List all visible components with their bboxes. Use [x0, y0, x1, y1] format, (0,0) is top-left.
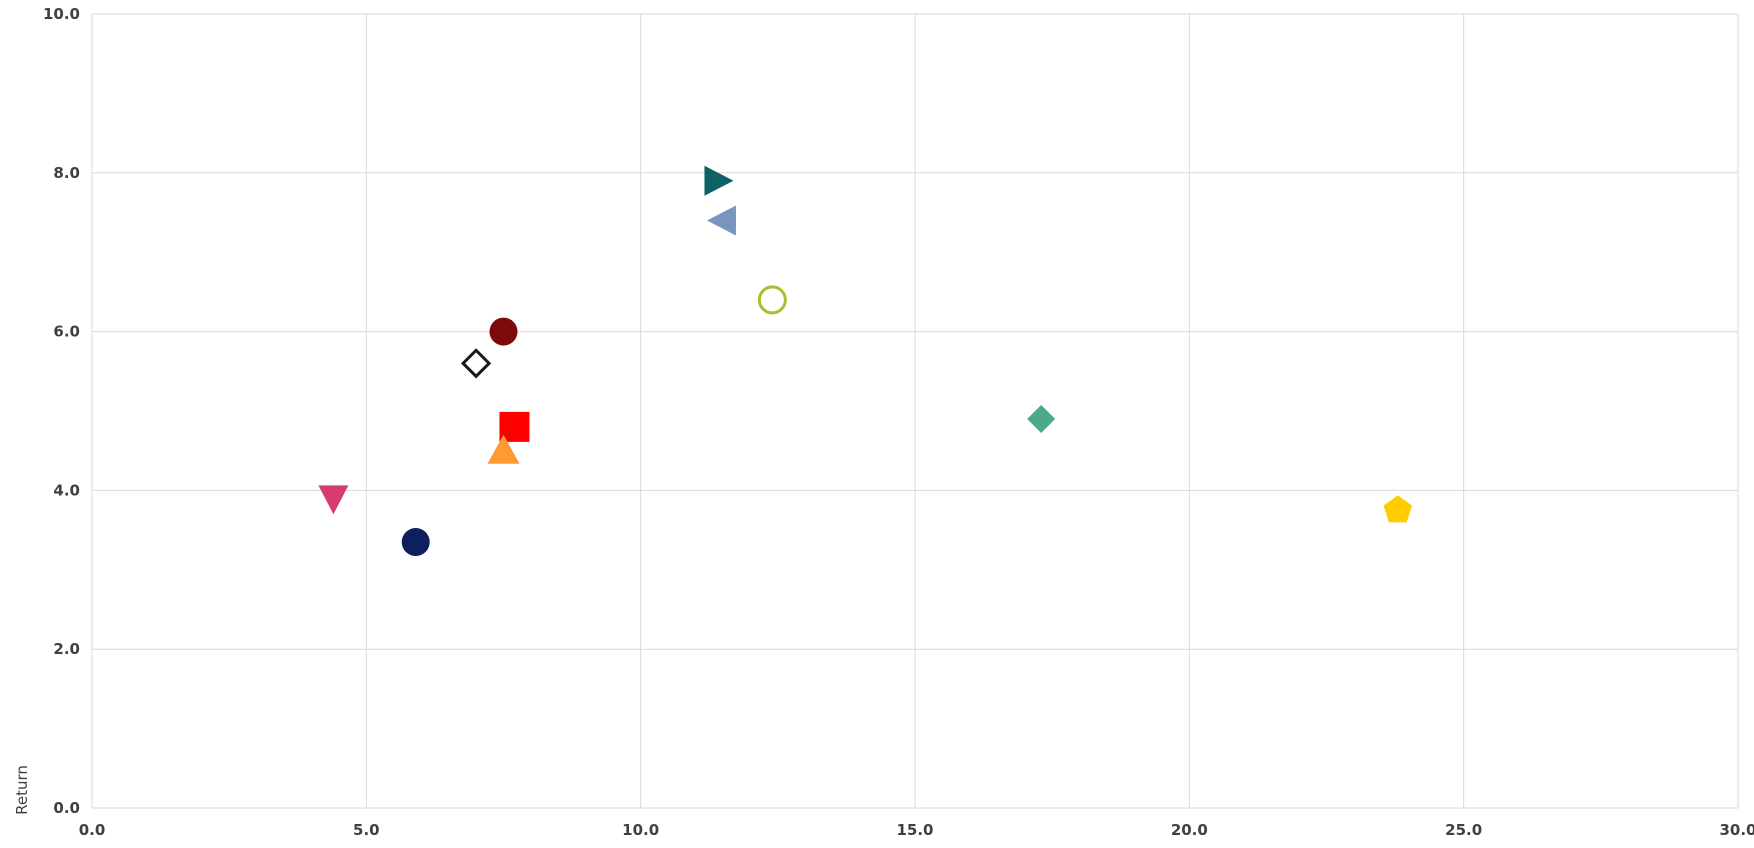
x-tick-label: 10.0 [622, 821, 659, 839]
data-point [487, 434, 520, 464]
data-point [757, 285, 787, 315]
data-point [460, 348, 492, 379]
data-point [489, 317, 518, 346]
y-tick-label: 4.0 [53, 481, 80, 499]
y-tick-label: 6.0 [53, 323, 80, 341]
y-tick-label: 2.0 [53, 640, 80, 658]
grid [91, 13, 1739, 809]
data-point [1383, 495, 1413, 523]
x-tick-label: 25.0 [1445, 821, 1482, 839]
y-tick-label: 0.0 [53, 799, 80, 817]
data-point [706, 205, 736, 236]
y-tick-label: 8.0 [53, 164, 80, 182]
x-tick-label: 5.0 [353, 821, 380, 839]
axes [91, 14, 1738, 809]
x-tick-label: 0.0 [79, 821, 106, 839]
y-tick-label: 10.0 [43, 5, 80, 23]
x-tick-label: 30.0 [1719, 821, 1754, 839]
data-point [1027, 404, 1056, 433]
data-point [401, 528, 430, 557]
y-axis-title: Return [13, 765, 31, 815]
data-point [704, 165, 734, 196]
tick-labels: 0.0 5.0 10.0 15.0 20.0 25.0 30.0 0.0 2.0 4.0 6.0 8.… [43, 5, 1754, 839]
x-tick-label: 15.0 [896, 821, 933, 839]
data-point [318, 485, 349, 515]
x-tick-label: 20.0 [1171, 821, 1208, 839]
data-points [318, 165, 1413, 557]
